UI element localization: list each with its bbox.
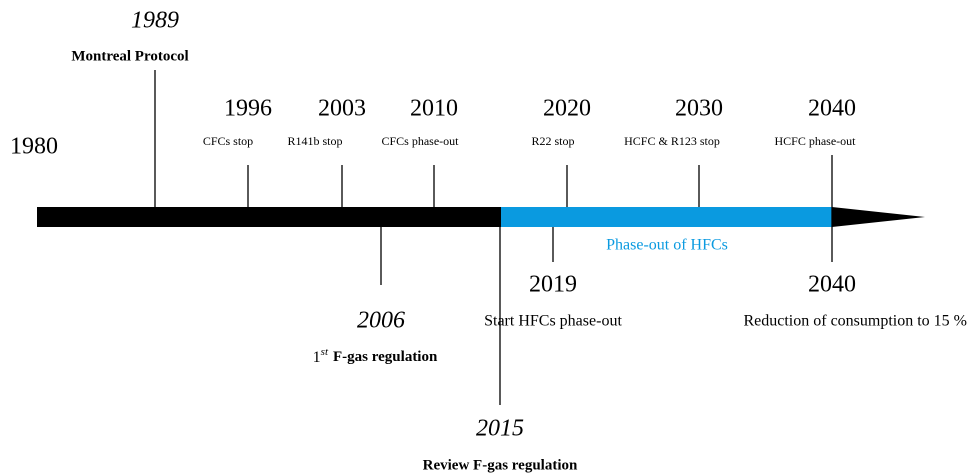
bar-past (37, 207, 501, 227)
label: R141b stop (287, 134, 342, 148)
year: 2003 (318, 96, 366, 122)
year: 2015 (476, 416, 524, 442)
year: 2019 (529, 272, 577, 298)
label: CFCs phase-out (381, 134, 459, 148)
year: 2010 (410, 96, 458, 122)
label: Montreal Protocol (71, 48, 188, 64)
bar-hfc (501, 207, 832, 227)
label: 1st F-gas regulation (313, 346, 438, 366)
year: 2020 (543, 96, 591, 122)
year: 2030 (675, 96, 723, 122)
label: R22 stop (531, 134, 574, 148)
year: 2040 (808, 96, 856, 122)
start-year: 1980 (10, 134, 58, 160)
ordinal: 1 (313, 349, 321, 366)
year: 1996 (224, 96, 272, 122)
label: Review F-gas regulation (423, 457, 578, 473)
label: Reduction of consumption to 15 % (743, 313, 967, 330)
label-text: F-gas regulation (333, 349, 438, 365)
year: 2040 (808, 272, 856, 298)
label: HCFC phase-out (775, 134, 857, 148)
label: Start HFCs phase-out (484, 313, 622, 330)
label: CFCs stop (203, 134, 253, 148)
arrow-head (832, 207, 925, 227)
label: HCFC & R123 stop (624, 134, 720, 148)
band-label: Phase-out of HFCs (606, 237, 728, 254)
ordinal-suffix: st (321, 346, 329, 358)
year: 1989 (131, 8, 179, 34)
year: 2006 (357, 308, 405, 334)
